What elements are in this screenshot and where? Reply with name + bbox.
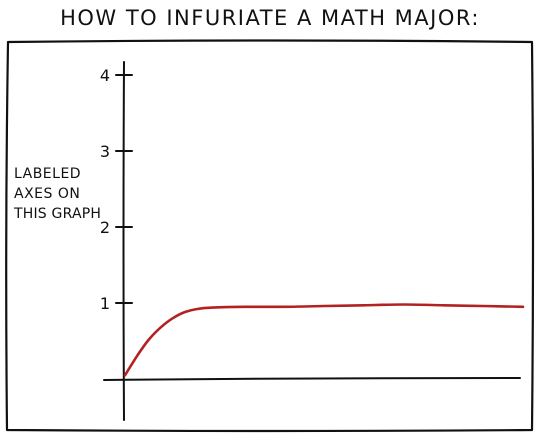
y-tick-label: 3	[100, 142, 110, 161]
annotation-line-1: LABELED	[14, 166, 81, 182]
y-axis	[122, 61, 125, 421]
x-axis	[103, 377, 521, 381]
panel-border	[5, 39, 535, 433]
y-tick-label: 2	[100, 218, 110, 237]
y-tick-label: 4	[100, 66, 110, 85]
annotation-line-2: AXES ON	[14, 186, 80, 202]
red-curve-line	[123, 303, 525, 377]
annotation-line-3: THIS GRAPH	[13, 206, 101, 222]
y-ticks	[115, 74, 133, 304]
y-tick-label: 1	[100, 294, 110, 313]
y-tick-labels: 1 2 3 4	[100, 66, 110, 313]
comic-title: HOW TO INFURIATE A MATH MAJOR:	[60, 6, 480, 30]
